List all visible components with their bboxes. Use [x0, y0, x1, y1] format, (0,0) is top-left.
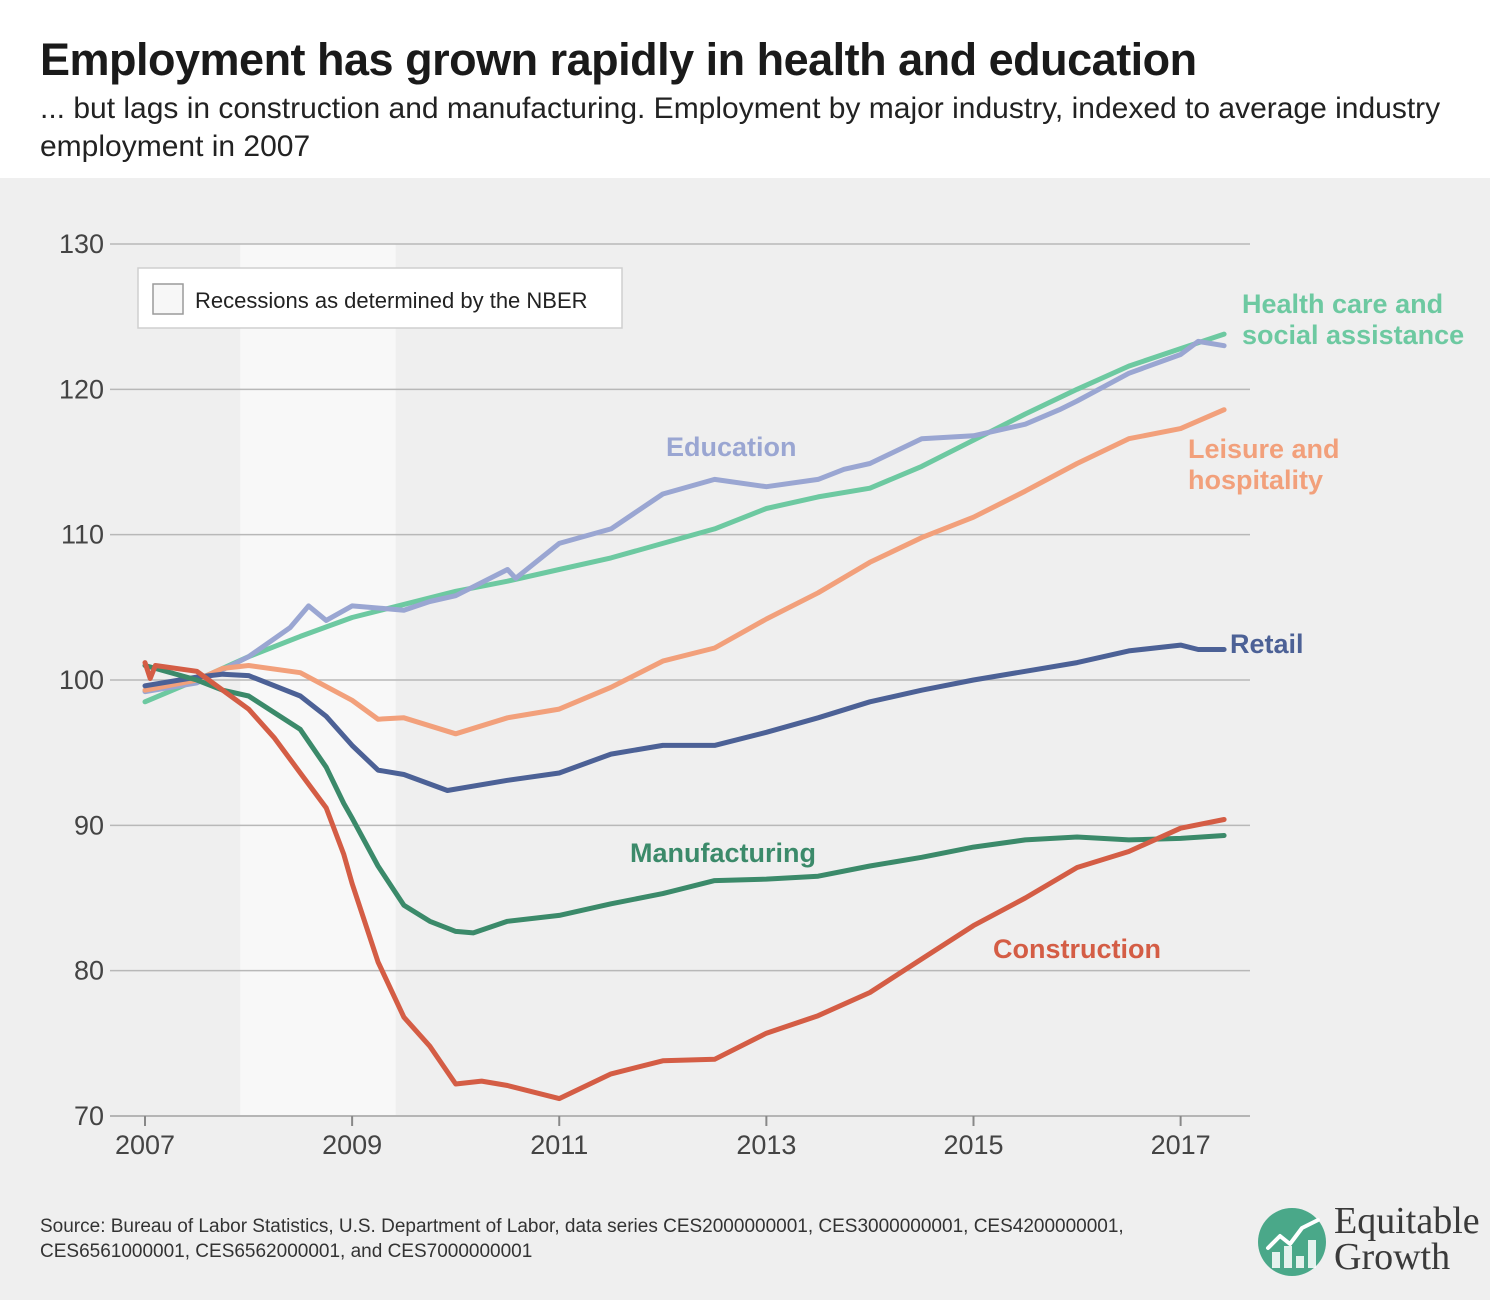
series-line-manufacturing — [142, 663, 1227, 936]
series-line-education — [142, 338, 1227, 695]
y-tick-label: 80 — [74, 956, 104, 986]
logo-line-1: Equitable — [1334, 1200, 1480, 1242]
series-line-construction — [142, 660, 1227, 1102]
series-label: Retail — [1230, 629, 1304, 659]
y-tick-label: 100 — [59, 665, 104, 695]
y-tick-label: 110 — [61, 520, 104, 550]
series-label: social assistance — [1242, 320, 1464, 350]
x-tick-label: 2007 — [115, 1130, 175, 1160]
series-line-leisure-and-hospitality — [142, 407, 1227, 737]
growth-chart-logo-icon — [1258, 1208, 1326, 1276]
series-label: Education — [666, 432, 797, 462]
x-tick-label: 2011 — [530, 1130, 588, 1160]
y-tick-label: 120 — [59, 374, 104, 404]
source-note: Source: Bureau of Labor Statistics, U.S.… — [40, 1216, 1124, 1262]
logo-trend — [1266, 1218, 1320, 1250]
logo-line-2: Growth — [1334, 1236, 1451, 1278]
legend-swatch — [152, 283, 184, 315]
series-label: Leisure and — [1188, 434, 1340, 464]
x-tick-label: 2015 — [943, 1130, 1003, 1160]
y-tick-label: 130 — [59, 229, 104, 259]
series-label: Manufacturing — [630, 838, 816, 868]
y-tick-label: 70 — [74, 1101, 104, 1131]
x-tick-label: 2017 — [1151, 1130, 1211, 1160]
legend-label: Recessions as determined by the NBER — [195, 288, 588, 313]
header: Employment has grown rapidly in health a… — [0, 0, 1490, 178]
y-tick-label: 90 — [74, 810, 104, 840]
legend-box — [137, 267, 623, 329]
series-label: Construction — [993, 934, 1161, 964]
chart-area: 70 80 90 100 110 120 130 2007 2009 2011 2013 2015 20… — [0, 178, 1490, 1300]
logo: Equitable Growth — [1254, 1196, 1484, 1286]
page-subtitle: ... but lags in construction and manufac… — [40, 92, 1441, 163]
page-title: Employment has grown rapidly in health a… — [40, 34, 1197, 85]
x-tick-label: 2009 — [322, 1130, 382, 1160]
x-tick-label: 2013 — [736, 1130, 796, 1160]
series-label: hospitality — [1188, 465, 1323, 495]
line-chart: 70 80 90 100 110 120 130 2007 2009 2011 2013 2015 20… — [59, 229, 1464, 1160]
series-line-retail — [142, 642, 1227, 793]
series-line-health-care-and-social-assistance — [142, 331, 1227, 705]
logo-bars — [1272, 1240, 1316, 1268]
series-label: Health care and — [1242, 289, 1443, 319]
